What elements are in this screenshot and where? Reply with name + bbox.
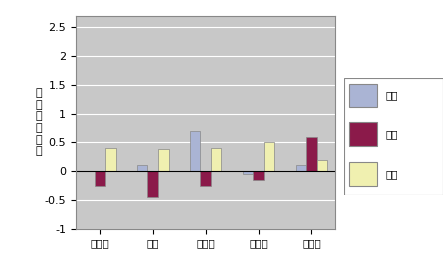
- Bar: [190, 131, 200, 171]
- Bar: [158, 149, 169, 171]
- Bar: [306, 136, 317, 171]
- Y-axis label: 対
前
月
上
昇
率: 対 前 月 上 昇 率: [36, 88, 42, 156]
- FancyBboxPatch shape: [344, 78, 443, 195]
- Bar: [264, 142, 274, 171]
- Text: ７月: ７月: [385, 129, 398, 139]
- FancyBboxPatch shape: [349, 122, 377, 146]
- FancyBboxPatch shape: [349, 84, 377, 107]
- Bar: [253, 171, 264, 180]
- Bar: [137, 165, 148, 171]
- FancyBboxPatch shape: [349, 162, 377, 186]
- Bar: [211, 148, 222, 171]
- Bar: [243, 171, 253, 174]
- Text: ８月: ８月: [385, 169, 398, 179]
- Bar: [295, 165, 306, 171]
- Bar: [317, 160, 327, 171]
- Bar: [105, 148, 116, 171]
- Text: ６月: ６月: [385, 90, 398, 101]
- Bar: [148, 171, 158, 197]
- Bar: [200, 171, 211, 186]
- Bar: [94, 171, 105, 186]
